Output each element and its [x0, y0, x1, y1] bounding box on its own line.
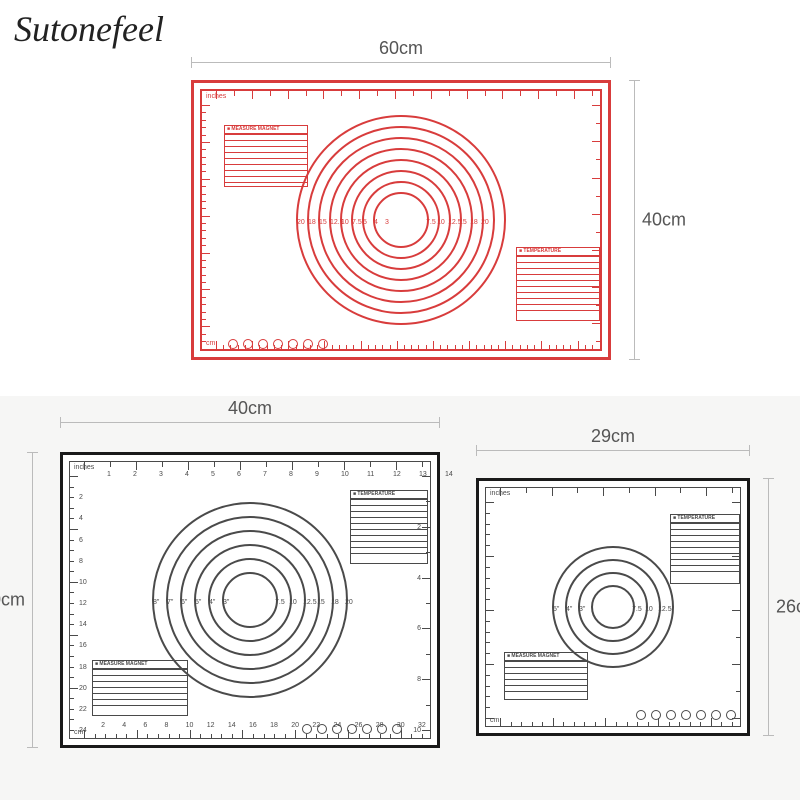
mat-60x40: inchescm20181512.5107.55437.51012.515182…: [191, 80, 611, 360]
dimension-label: 40cm: [228, 398, 272, 419]
ruler-label-inches: inches: [74, 464, 94, 471]
dimension-line: 29cm: [476, 450, 750, 451]
dimension-label: 26cm: [776, 597, 800, 618]
info-chart: ■ TEMPERATURE: [670, 514, 740, 584]
dimension-line: 30cm: [32, 452, 33, 748]
cert-icons: [302, 724, 402, 734]
mat-29x26: inchescm5"4"3"7.51012.5■ TEMPERATURE■ ME…: [476, 478, 750, 736]
info-chart: ■ TEMPERATURE: [516, 247, 600, 321]
ruler-label-inches: inches: [206, 93, 226, 100]
mat-40x30: inchescm24681012141618202224262830321234…: [60, 452, 440, 748]
ruler-label-cm: cm: [206, 340, 215, 347]
info-chart: ■ MEASURE MAGNET: [92, 660, 188, 716]
info-chart: ■ TEMPERATURE: [350, 490, 428, 564]
dimension-line: 26cm: [768, 478, 769, 736]
info-chart: ■ MEASURE MAGNET: [224, 125, 308, 187]
dimension-line: 60cm: [191, 62, 611, 63]
dimension-line: 40cm: [60, 422, 440, 423]
dimension-label: 60cm: [379, 38, 423, 59]
dimension-line: 40cm: [634, 80, 635, 360]
cert-icons: [636, 710, 736, 720]
cert-icons: [228, 339, 328, 349]
dimension-label: 40cm: [642, 210, 686, 231]
ruler-label-inches: inches: [490, 490, 510, 497]
dimension-label: 30cm: [0, 590, 25, 611]
ruler-label-cm: cm: [490, 717, 499, 724]
brand-logo: Sutonefeel: [14, 8, 164, 50]
info-chart: ■ MEASURE MAGNET: [504, 652, 588, 700]
dimension-label: 29cm: [591, 426, 635, 447]
